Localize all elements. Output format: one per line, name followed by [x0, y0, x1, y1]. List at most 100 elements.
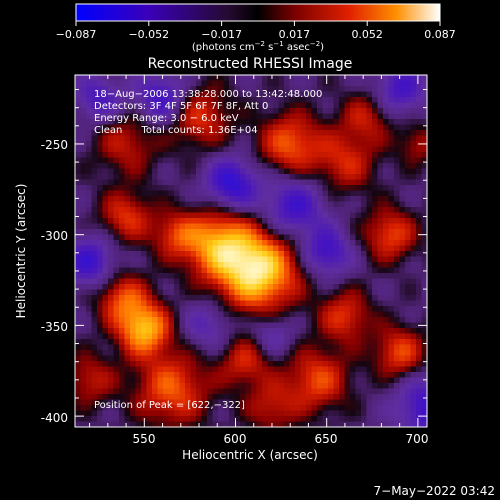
heatmap-cell — [267, 383, 274, 389]
heatmap-cell — [223, 328, 230, 334]
heatmap-cell — [416, 421, 422, 428]
heatmap-cell — [311, 278, 318, 285]
heatmap-cell — [273, 383, 279, 389]
heatmap-cell — [130, 152, 136, 158]
heatmap-cell — [333, 394, 340, 400]
heatmap-cell — [388, 267, 395, 274]
heatmap-cell — [146, 234, 153, 241]
axis-ticks — [75, 75, 427, 427]
heatmap-cell — [179, 300, 186, 307]
heatmap-cell — [163, 196, 169, 202]
heatmap-cell — [240, 212, 246, 219]
heatmap-cell — [152, 102, 158, 109]
heatmap-cell — [262, 251, 268, 257]
heatmap-cell — [201, 179, 208, 186]
heatmap-cell — [130, 322, 136, 329]
heatmap-cell — [410, 119, 417, 125]
heatmap-cell — [339, 333, 345, 340]
heatmap-cell — [394, 339, 400, 345]
heatmap-cell — [102, 405, 109, 411]
heatmap-cell — [278, 399, 285, 406]
heatmap-cell — [212, 377, 219, 384]
heatmap-cell — [229, 196, 235, 202]
heatmap-cell — [394, 185, 400, 191]
heatmap-cell — [372, 289, 378, 296]
heatmap-cell — [97, 306, 103, 312]
heatmap-cell — [256, 108, 263, 114]
heatmap-cell — [388, 388, 395, 395]
heatmap-cell — [339, 372, 345, 378]
heatmap-cell — [102, 267, 109, 274]
heatmap-cell — [267, 119, 274, 125]
heatmap-cell — [113, 421, 120, 428]
heatmap-cell — [311, 273, 318, 279]
heatmap-cell — [388, 168, 395, 175]
heatmap-cell — [273, 251, 279, 257]
heatmap-cell — [328, 416, 334, 422]
heatmap-cell — [80, 229, 87, 235]
heatmap-cell — [372, 234, 378, 241]
heatmap-cell — [223, 223, 230, 230]
heatmap-cell — [207, 240, 213, 246]
heatmap-cell — [212, 339, 219, 345]
heatmap-cell — [306, 141, 312, 147]
heatmap-cell — [262, 300, 268, 307]
heatmap-cell — [207, 157, 213, 164]
heatmap-cell — [322, 174, 329, 180]
heatmap-cell — [124, 223, 131, 230]
heatmap-cell — [355, 333, 362, 340]
heatmap-cell — [212, 273, 219, 279]
heatmap-cell — [168, 146, 175, 153]
heatmap-cell — [207, 284, 213, 290]
heatmap-cell — [179, 350, 186, 356]
heatmap-cell — [377, 267, 384, 274]
heatmap-cell — [372, 212, 378, 219]
heatmap-cell — [377, 218, 384, 224]
heatmap-cell — [355, 185, 362, 191]
heatmap-cell — [168, 366, 175, 373]
heatmap-cell — [212, 361, 219, 367]
heatmap-cell — [333, 146, 340, 153]
heatmap-cell — [350, 322, 356, 329]
heatmap-cell — [91, 234, 98, 241]
heatmap-cell — [75, 355, 81, 362]
heatmap-cell — [278, 130, 285, 136]
heatmap-cell — [223, 75, 230, 81]
heatmap-cell — [185, 168, 191, 175]
heatmap-cell — [306, 410, 312, 417]
heatmap-cell — [251, 278, 257, 285]
heatmap-cell — [405, 311, 411, 318]
heatmap-cell — [394, 372, 400, 378]
heatmap-cell — [339, 168, 345, 175]
heatmap-cell — [207, 273, 213, 279]
heatmap-cell — [190, 311, 197, 318]
heatmap-cell — [394, 405, 400, 411]
heatmap-cell — [289, 91, 296, 98]
heatmap-cell — [322, 86, 329, 92]
heatmap-cell — [350, 223, 356, 230]
heatmap-cell — [152, 152, 158, 158]
heatmap-cell — [223, 366, 230, 373]
heatmap-cell — [273, 377, 279, 384]
heatmap-cell — [267, 179, 274, 186]
heatmap-cell — [339, 124, 345, 131]
heatmap-cell — [174, 383, 180, 389]
heatmap-cell — [234, 130, 241, 136]
heatmap-cell — [157, 300, 164, 307]
heatmap-cell — [377, 234, 384, 241]
heatmap-cell — [108, 278, 114, 285]
heatmap-cell — [234, 163, 241, 169]
heatmap-cell — [421, 223, 428, 230]
heatmap-cell — [201, 135, 208, 142]
heatmap-cell — [273, 218, 279, 224]
heatmap-cell — [394, 350, 400, 356]
heatmap-cell — [388, 322, 395, 329]
heatmap-cell — [295, 190, 301, 197]
heatmap-cell — [179, 113, 186, 120]
heatmap-cell — [102, 421, 109, 428]
heatmap-cell — [97, 421, 103, 428]
heatmap-cell — [229, 295, 235, 301]
heatmap-cell — [300, 394, 307, 400]
heatmap-cell — [361, 152, 367, 158]
heatmap-cell — [278, 124, 285, 131]
